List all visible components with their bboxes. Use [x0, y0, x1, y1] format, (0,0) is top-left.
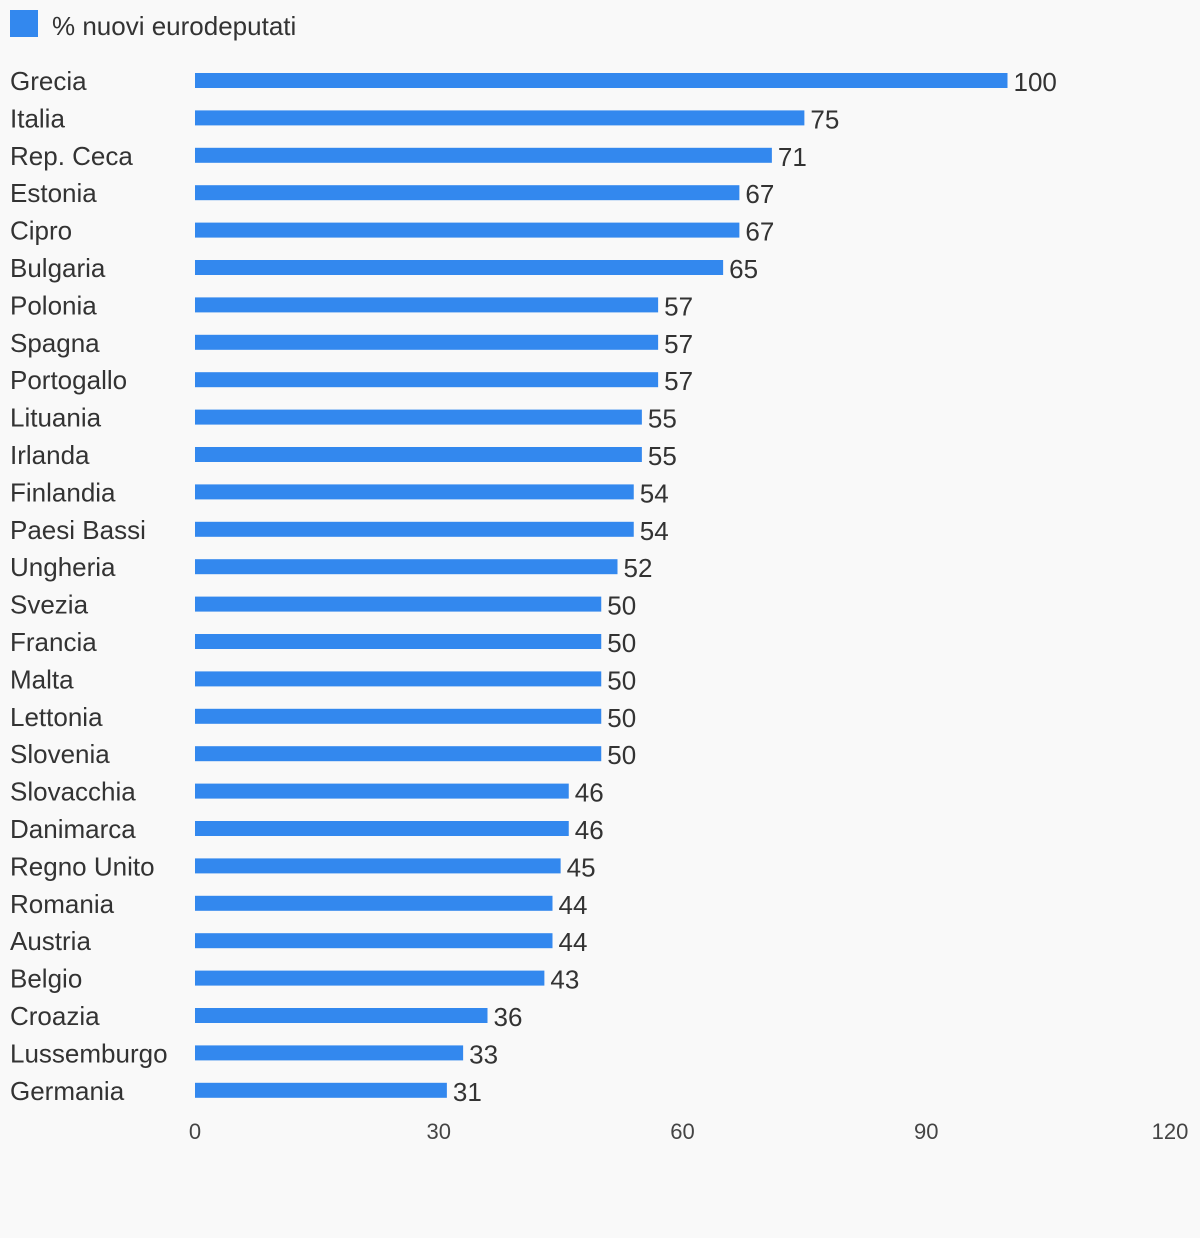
category-label: Lettonia [10, 702, 103, 732]
bar [195, 559, 618, 575]
bar [195, 634, 602, 649]
category-label: Finlandia [10, 477, 116, 507]
category-label: Danimarca [10, 814, 136, 844]
category-label: Germania [10, 1076, 125, 1106]
bar [195, 970, 545, 986]
bar [195, 185, 740, 201]
category-labels: Grecia Italia Rep. Ceca Estonia Cipro Bulgari… [10, 66, 168, 1106]
data-label: 46 [575, 778, 604, 808]
bar [195, 297, 659, 313]
bar [195, 521, 634, 537]
data-label: 50 [607, 628, 636, 658]
bar [195, 671, 602, 687]
data-label: 67 [745, 217, 774, 247]
x-tick-label: 60 [670, 1119, 694, 1144]
bar [195, 895, 553, 911]
data-label: 75 [810, 104, 839, 134]
category-label: Portogallo [10, 365, 127, 395]
data-label: 50 [607, 740, 636, 770]
category-label: Bulgaria [10, 253, 106, 283]
data-label: 57 [664, 329, 693, 359]
legend: % nuovi eurodeputati [10, 10, 296, 41]
bar [195, 447, 642, 462]
category-label: Lituania [10, 403, 102, 433]
data-label: 57 [664, 291, 693, 321]
data-label: 50 [607, 665, 636, 695]
bar [195, 746, 602, 762]
data-label: 52 [624, 553, 653, 583]
data-label: 43 [550, 965, 579, 995]
data-label: 44 [559, 927, 588, 957]
bar [195, 484, 634, 500]
bar [195, 147, 772, 163]
x-tick-label: 120 [1152, 1119, 1189, 1144]
data-label: 31 [453, 1077, 482, 1107]
bar [195, 858, 561, 874]
data-label: 67 [745, 179, 774, 209]
category-label: Ungheria [10, 552, 116, 582]
bar [195, 110, 805, 126]
category-label: Francia [10, 627, 97, 657]
category-label: Croazia [10, 1001, 100, 1031]
bars [195, 73, 1008, 1098]
category-label: Italia [10, 103, 65, 133]
category-label: Rep. Ceca [10, 141, 133, 171]
bar [195, 708, 602, 724]
category-label: Regno Unito [10, 851, 155, 881]
data-label: 45 [567, 852, 596, 882]
bar [195, 334, 659, 350]
data-label: 33 [469, 1039, 498, 1069]
data-label: 44 [559, 890, 588, 920]
data-label: 55 [648, 404, 677, 434]
bar [195, 596, 602, 612]
category-label: Svezia [10, 590, 89, 620]
data-label: 71 [778, 142, 807, 172]
category-label: Polonia [10, 290, 97, 320]
legend-swatch [10, 10, 38, 37]
bar [195, 1082, 447, 1098]
x-tick-label: 90 [914, 1119, 938, 1144]
category-label: Grecia [10, 66, 87, 96]
bar [195, 222, 740, 238]
data-label: 54 [640, 478, 669, 508]
data-label: 55 [648, 441, 677, 471]
data-label: 50 [607, 703, 636, 733]
bar [195, 409, 642, 425]
data-label: 36 [494, 1002, 523, 1032]
category-label: Romania [10, 889, 115, 919]
bar [195, 783, 569, 799]
category-label: Slovacchia [10, 777, 136, 807]
bar [195, 260, 724, 275]
category-label: Cipro [10, 216, 72, 246]
data-label: 46 [575, 815, 604, 845]
data-label: 54 [640, 516, 669, 546]
category-label: Slovenia [10, 739, 110, 769]
category-label: Austria [10, 926, 91, 956]
bar [195, 73, 1008, 88]
category-label: Paesi Bassi [10, 515, 146, 545]
data-label: 65 [729, 254, 758, 284]
data-label: 57 [664, 366, 693, 396]
category-label: Lussemburgo [10, 1038, 168, 1068]
data-label: 100 [1014, 67, 1057, 97]
x-axis: 0 30 60 90 120 [189, 1119, 1188, 1144]
category-label: Irlanda [10, 440, 90, 470]
legend-label: % nuovi eurodeputati [52, 11, 296, 41]
x-tick-label: 30 [427, 1119, 451, 1144]
bar [195, 372, 659, 388]
x-tick-label: 0 [189, 1119, 201, 1144]
category-label: Belgio [10, 964, 82, 994]
category-label: Estonia [10, 178, 97, 208]
category-label: Spagna [10, 328, 100, 358]
value-labels: 1007571676765575757555554545250505050504… [453, 67, 1057, 1107]
bar [195, 1045, 464, 1061]
bar [195, 933, 553, 949]
bar [195, 1008, 488, 1023]
bar [195, 821, 569, 836]
category-label: Malta [10, 664, 74, 694]
data-label: 50 [607, 591, 636, 621]
